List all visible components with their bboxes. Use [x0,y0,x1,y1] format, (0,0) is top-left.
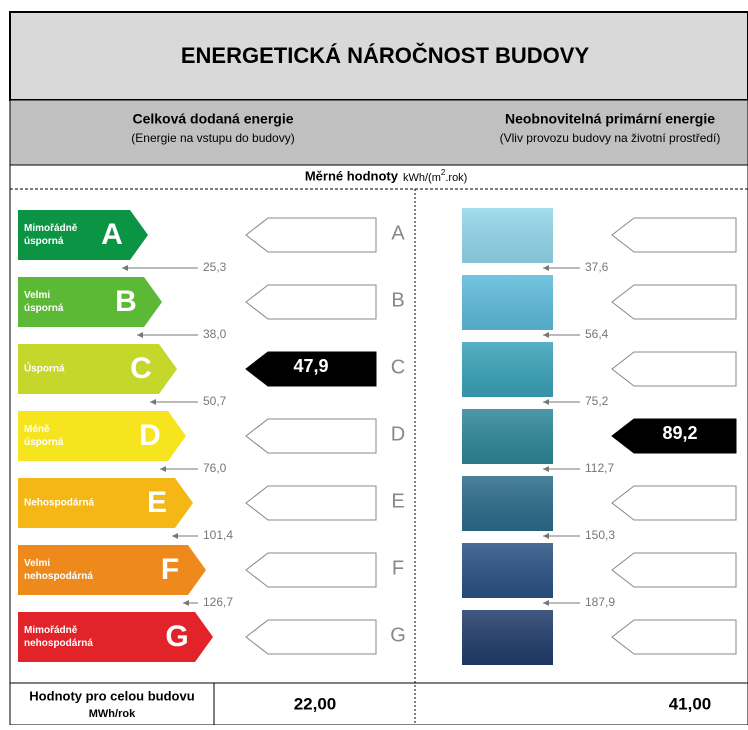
bound-head [122,265,128,271]
bound-head [543,399,549,405]
units-sup: 2 [441,168,446,177]
class-label: Nehospodárná [24,498,94,509]
bound-head [137,332,143,338]
value-box [245,485,377,521]
right-bound: 187,9 [585,595,615,609]
left-bound: 50,7 [203,394,227,408]
row-letter: B [391,289,404,311]
row-letter: D [391,423,405,445]
bound-head [543,332,549,338]
right-subtitle: (Vliv provozu budovy na životní prostřed… [500,131,721,145]
bound-head [543,600,549,606]
class-label: úsporná [24,437,64,448]
class-letter: D [139,419,161,452]
bound-head [183,600,189,606]
bound-head [543,466,549,472]
units: kWh/(m2.rok) [403,168,467,184]
value-box [611,351,737,387]
left-value: 47,9 [293,356,328,376]
footer-unit: MWh/rok [89,708,136,720]
bound-head [543,265,549,271]
right-bound: 150,3 [585,528,615,542]
left-subtitle: (Energie na vstupu do budovy) [131,131,294,145]
class-label: nehospodárná [24,571,93,582]
left-bound: 25,3 [203,260,227,274]
left-bound: 126,7 [203,595,233,609]
right-bound: 112,7 [585,461,614,475]
value-box [245,619,377,655]
left-bound: 101,4 [203,528,233,542]
title: ENERGETICKÁ NÁROČNOST BUDOVY [181,43,590,68]
class-label: Mimořádně [24,223,78,234]
class-label: úsporná [24,236,64,247]
class-label: úsporná [24,303,64,314]
value-box [611,619,737,655]
left-title: Celková dodaná energie [132,111,293,127]
class-arrow [18,612,213,662]
class-label: Méně [24,424,50,435]
class-label: Mimořádně [24,625,78,636]
blue-shade [462,275,553,330]
units-suffix: .rok) [445,172,467,184]
value-box [611,284,737,320]
blue-shade [462,409,553,464]
units-prefix: kWh/(m [403,172,441,184]
blue-shade [462,342,553,397]
class-letter: G [165,620,188,653]
left-bound: 76,0 [203,461,227,475]
left-bound: 38,0 [203,327,227,341]
footer-left: 22,00 [294,694,337,713]
value-box [245,217,377,253]
blue-shade [462,610,553,665]
blue-shade [462,208,553,263]
class-letter: F [161,553,179,586]
class-letter: A [101,218,123,251]
value-box [611,418,737,454]
class-arrow [18,545,206,595]
value-box [611,552,737,588]
class-letter: C [130,352,152,385]
bound-head [172,533,178,539]
row-letter: A [391,222,405,244]
right-value: 89,2 [662,423,697,443]
right-bound: 75,2 [585,394,609,408]
class-label: nehospodárná [24,638,93,649]
footer-right: 41,00 [669,694,712,713]
value-box [245,552,377,588]
class-letter: B [115,285,137,318]
right-bound: 56,4 [585,327,609,341]
row-letter: F [392,557,404,579]
row-letter: C [391,356,405,378]
value-box [611,217,737,253]
class-letter: E [147,486,167,519]
bound-head [160,466,166,472]
class-label: Velmi [24,558,50,569]
blue-shade [462,543,553,598]
title-band [9,11,748,101]
header-band [9,99,748,166]
row-letter: E [391,490,404,512]
value-box [245,284,377,320]
bound-head [543,533,549,539]
class-arrow [18,210,148,260]
footer-label: Hodnoty pro celou budovu [29,688,194,703]
right-bound: 37,6 [585,260,609,274]
class-arrow [18,411,186,461]
right-title: Neobnovitelná primární energie [505,111,715,127]
value-box [245,418,377,454]
blue-shade [462,476,553,531]
value-box [245,351,377,387]
class-label: Úsporná [24,362,65,375]
class-arrow [18,478,193,528]
bound-head [150,399,156,405]
class-arrow [18,277,162,327]
value-box [611,485,737,521]
class-label: Velmi [24,290,50,301]
units-label: Měrné hodnoty [305,168,399,183]
row-letter: G [390,624,406,646]
class-arrow [18,344,177,394]
